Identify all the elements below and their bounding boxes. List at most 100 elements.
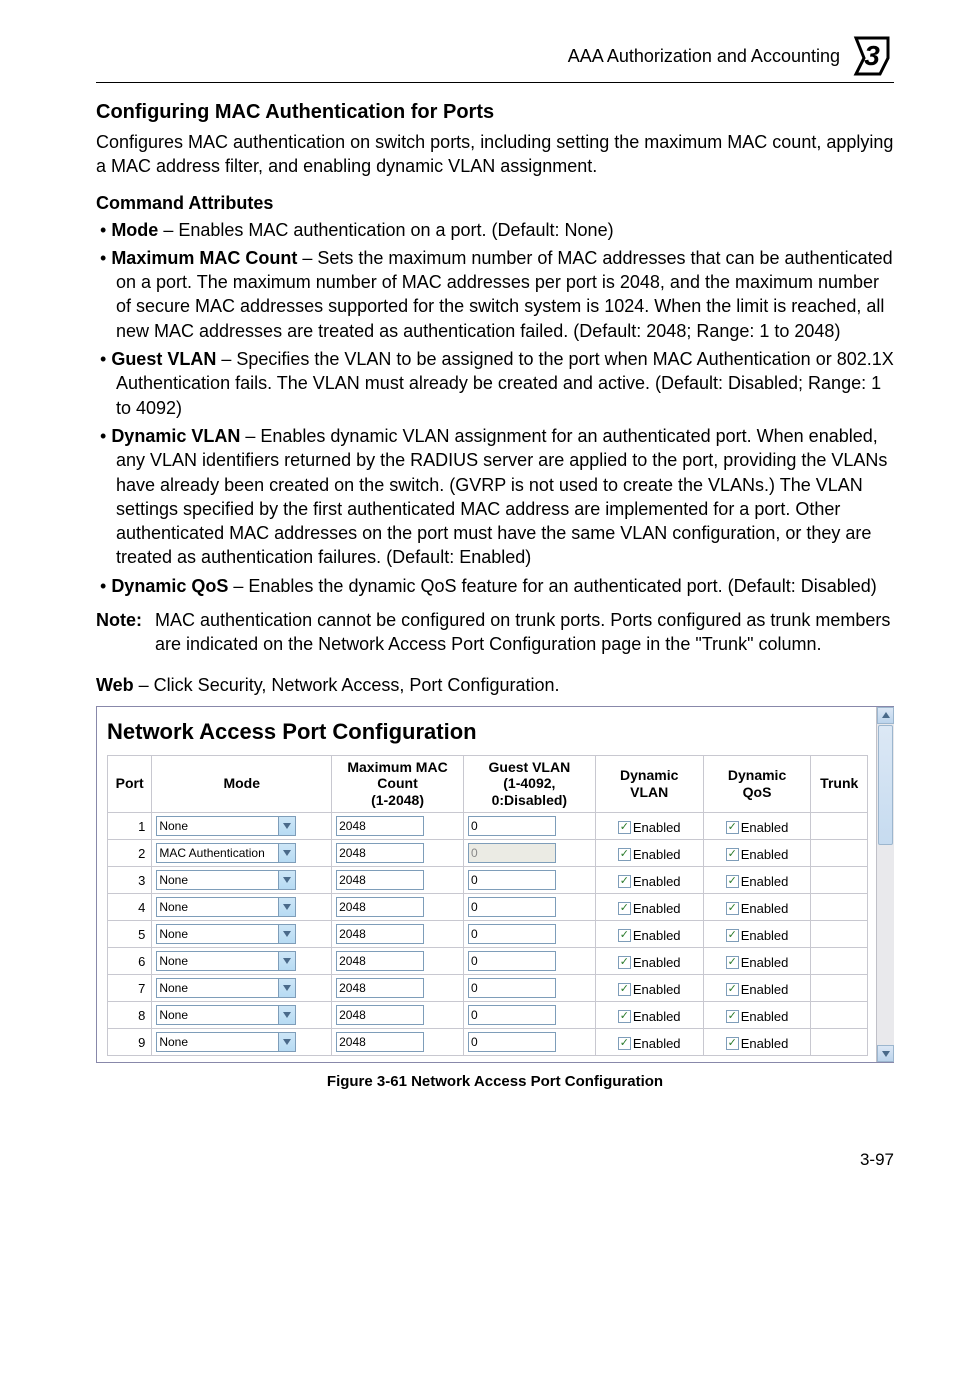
mode-select[interactable]: MAC Authentication <box>156 843 296 863</box>
maxmac-input[interactable]: 2048 <box>336 924 424 944</box>
mode-select[interactable]: None <box>156 924 296 944</box>
guestvlan-input[interactable]: 0 <box>468 1005 556 1025</box>
table-row: 7 None 2048 0 ✓Enabled ✓Enabled <box>108 975 868 1002</box>
screenshot-panel: Network Access Port Configuration Port M… <box>96 706 894 1063</box>
table-row: 4None20480✓Enabled✓Enabled <box>108 894 868 921</box>
chevron-down-icon <box>278 871 295 889</box>
dynqos-checkbox[interactable]: ✓Enabled <box>726 982 789 997</box>
dynvlan-cell: ✓Enabled <box>595 1029 703 1056</box>
table-row: 3None20480✓Enabled✓Enabled <box>108 867 868 894</box>
maxmac-input[interactable]: 2048 <box>336 843 424 863</box>
enabled-label: Enabled <box>633 820 681 835</box>
mode-select[interactable]: None <box>156 816 296 836</box>
maxmac-input[interactable]: 2048 <box>336 978 424 998</box>
checkbox-icon: ✓ <box>618 956 631 969</box>
dynvlan-checkbox[interactable]: ✓Enabled <box>618 1036 681 1051</box>
enabled-label: Enabled <box>741 928 789 943</box>
dynqos-cell: ✓Enabled <box>703 813 811 840</box>
mode-value: MAC Authentication <box>159 846 264 860</box>
maxmac-input[interactable]: 2048 <box>336 870 424 890</box>
enabled-label: Enabled <box>633 901 681 916</box>
maxmac-input[interactable]: 2048 <box>336 816 424 836</box>
mode-select[interactable]: None <box>156 870 296 890</box>
note-label: Note: <box>96 608 150 632</box>
chapter-number: 3 <box>864 40 880 72</box>
enabled-label: Enabled <box>633 1036 681 1051</box>
dynqos-checkbox[interactable]: ✓Enabled <box>726 955 789 970</box>
guestvlan-input[interactable]: 0 <box>468 816 556 836</box>
dynqos-checkbox[interactable]: ✓Enabled <box>726 1009 789 1024</box>
dynvlan-checkbox[interactable]: ✓Enabled <box>618 1009 681 1024</box>
mode-select[interactable]: None <box>156 1005 296 1025</box>
mode-select[interactable]: None <box>156 897 296 917</box>
chevron-down-icon <box>278 925 295 943</box>
vertical-scrollbar[interactable] <box>876 707 894 1062</box>
dynvlan-checkbox[interactable]: ✓Enabled <box>618 874 681 889</box>
maxmac-cell: 2048 <box>332 975 464 1002</box>
guestvlan-input[interactable]: 0 <box>468 897 556 917</box>
col-guestvlan: Guest VLAN (1-4092, 0:Disabled) <box>463 755 595 812</box>
enabled-label: Enabled <box>741 874 789 889</box>
mode-cell: None <box>152 1002 332 1029</box>
maxmac-input[interactable]: 2048 <box>336 951 424 971</box>
maxmac-input[interactable]: 2048 <box>336 897 424 917</box>
page-number: 3-97 <box>96 1150 894 1170</box>
dynvlan-checkbox[interactable]: ✓Enabled <box>618 982 681 997</box>
maxmac-input[interactable]: 2048 <box>336 1005 424 1025</box>
guestvlan-cell: 0 <box>463 975 595 1002</box>
guestvlan-input[interactable]: 0 <box>468 924 556 944</box>
dynvlan-checkbox[interactable]: ✓Enabled <box>618 847 681 862</box>
mode-value: None <box>159 1035 188 1049</box>
dynqos-checkbox[interactable]: ✓Enabled <box>726 820 789 835</box>
trunk-cell <box>811 894 868 921</box>
dynqos-cell: ✓Enabled <box>703 975 811 1002</box>
dynqos-checkbox[interactable]: ✓Enabled <box>726 874 789 889</box>
note-body: MAC authentication cannot be configured … <box>155 608 893 657</box>
guestvlan-input[interactable]: 0 <box>468 978 556 998</box>
col-mode: Mode <box>152 755 332 812</box>
port-cell: 6 <box>108 948 152 975</box>
dynqos-checkbox[interactable]: ✓Enabled <box>726 847 789 862</box>
scroll-track[interactable] <box>877 846 894 1045</box>
dynvlan-cell: ✓Enabled <box>595 867 703 894</box>
mode-cell: None <box>152 813 332 840</box>
enabled-label: Enabled <box>741 847 789 862</box>
dynqos-checkbox[interactable]: ✓Enabled <box>726 1036 789 1051</box>
chevron-down-icon <box>278 898 295 916</box>
checkbox-icon: ✓ <box>618 929 631 942</box>
figure-caption: Figure 3-61 Network Access Port Configur… <box>96 1073 894 1090</box>
maxmac-input[interactable]: 2048 <box>336 1032 424 1052</box>
dynqos-cell: ✓Enabled <box>703 921 811 948</box>
mode-value: None <box>159 981 188 995</box>
dynvlan-checkbox[interactable]: ✓Enabled <box>618 820 681 835</box>
mode-select[interactable]: None <box>156 978 296 998</box>
guestvlan-cell: 0 <box>463 840 595 867</box>
port-cell: 7 <box>108 975 152 1002</box>
maxmac-cell: 2048 <box>332 894 464 921</box>
scroll-down-button[interactable] <box>877 1045 894 1062</box>
panel-title: Network Access Port Configuration <box>107 719 868 745</box>
dynvlan-checkbox[interactable]: ✓Enabled <box>618 955 681 970</box>
dynvlan-cell: ✓Enabled <box>595 813 703 840</box>
dynvlan-checkbox[interactable]: ✓Enabled <box>618 901 681 916</box>
maxmac-cell: 2048 <box>332 840 464 867</box>
checkbox-icon: ✓ <box>618 983 631 996</box>
table-row: 9None20480✓Enabled✓Enabled <box>108 1029 868 1056</box>
guestvlan-input[interactable]: 0 <box>468 951 556 971</box>
guestvlan-cell: 0 <box>463 813 595 840</box>
guestvlan-input[interactable]: 0 <box>468 1032 556 1052</box>
dynqos-checkbox[interactable]: ✓Enabled <box>726 928 789 943</box>
dynqos-checkbox[interactable]: ✓Enabled <box>726 901 789 916</box>
dynvlan-checkbox[interactable]: ✓Enabled <box>618 928 681 943</box>
web-nav-line: Web – Click Security, Network Access, Po… <box>96 675 894 696</box>
mode-select[interactable]: None <box>156 951 296 971</box>
scroll-up-button[interactable] <box>877 707 894 724</box>
section-title: Configuring MAC Authentication for Ports <box>96 101 894 124</box>
scroll-thumb[interactable] <box>878 725 893 845</box>
mode-select[interactable]: None <box>156 1032 296 1052</box>
mode-cell: None <box>152 975 332 1002</box>
mode-value: None <box>159 819 188 833</box>
dynvlan-cell: ✓Enabled <box>595 894 703 921</box>
mode-value: None <box>159 927 188 941</box>
guestvlan-input[interactable]: 0 <box>468 870 556 890</box>
